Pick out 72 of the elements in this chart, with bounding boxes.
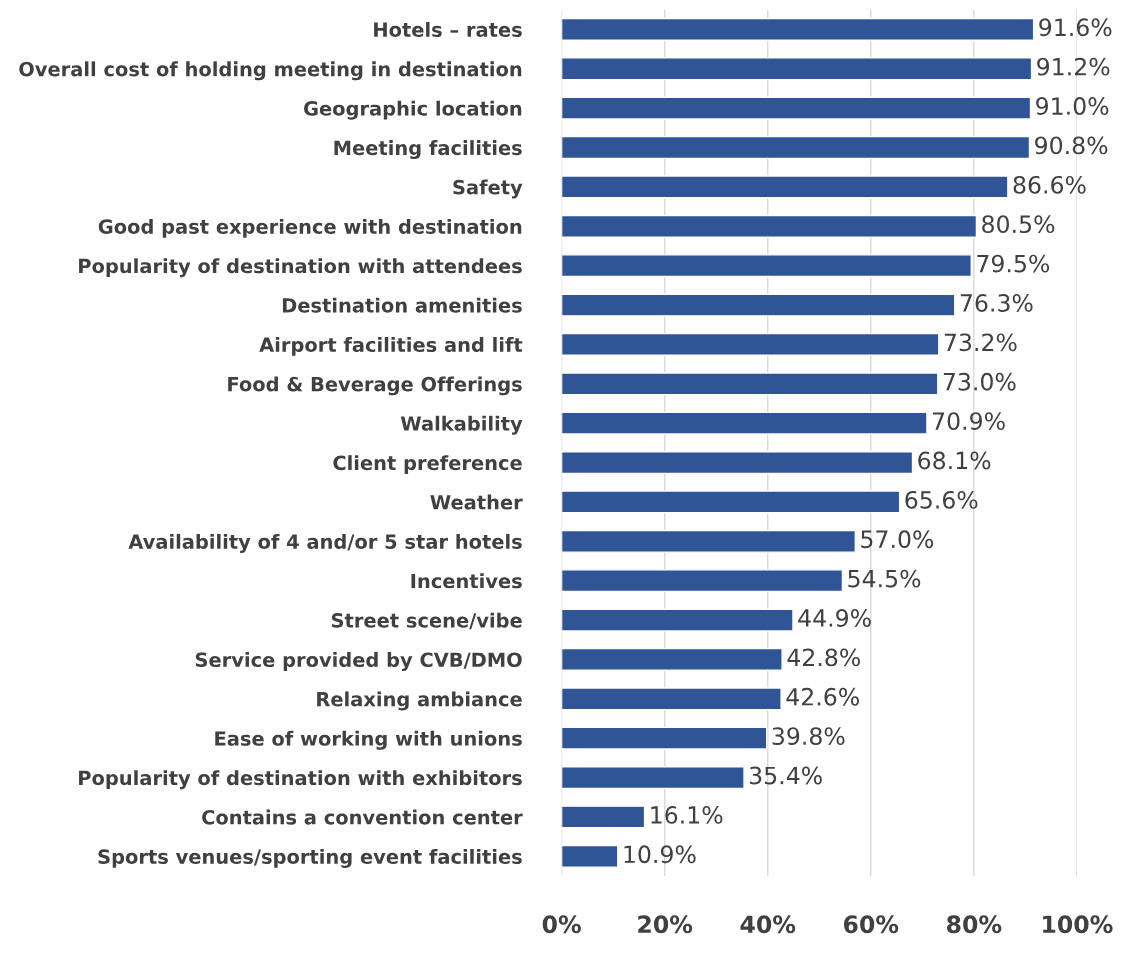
data-label: 90.8% — [1035, 136, 1108, 155]
y-tick-label: Geographic location — [304, 100, 522, 120]
data-label: 80.5% — [982, 215, 1055, 234]
data-label: 42.6% — [786, 687, 859, 706]
data-label: 68.1% — [918, 451, 991, 470]
bar — [561, 844, 619, 868]
data-label: 73.0% — [943, 372, 1016, 391]
data-label: 91.2% — [1037, 57, 1110, 76]
bar — [561, 96, 1032, 120]
data-label: 73.2% — [944, 333, 1017, 352]
y-tick-label: Food & Beverage Offerings — [228, 376, 522, 396]
bar — [561, 372, 939, 396]
bar — [561, 214, 978, 238]
data-label: 91.6% — [1039, 18, 1112, 37]
x-tick-label: 100% — [1043, 915, 1113, 934]
bar — [561, 569, 844, 593]
bar — [561, 17, 1035, 41]
data-label: 42.8% — [787, 648, 860, 667]
bar — [561, 529, 857, 553]
x-tick-label: 80% — [947, 915, 1002, 934]
bar — [561, 608, 794, 632]
y-tick-label: Meeting facilities — [334, 140, 522, 160]
y-tick-label: Safety — [453, 179, 523, 199]
y-tick-label: Popularity of destination with exhibitors — [79, 770, 522, 790]
x-tick-label: 0% — [542, 915, 581, 934]
y-tick-label: Walkability — [400, 415, 523, 435]
data-label: 44.9% — [798, 609, 871, 627]
bar — [561, 490, 901, 514]
y-tick-label: Destination amenities — [282, 297, 522, 313]
y-tick-label: Relaxing ambiance — [317, 691, 522, 711]
y-tick-label: Weather — [430, 494, 523, 510]
bar — [561, 805, 646, 829]
bar — [561, 647, 783, 671]
bar — [561, 175, 1009, 199]
y-tick-label: Service provided by CVB/DMO — [195, 652, 522, 672]
bar — [561, 766, 745, 790]
y-tick-label: Street scene/vibe — [331, 612, 522, 630]
x-tick-label: 40% — [740, 915, 796, 934]
data-label: 91.0% — [1036, 97, 1109, 115]
bar — [561, 57, 1033, 81]
data-label: 39.8% — [772, 727, 845, 746]
bar — [561, 293, 956, 317]
y-tick-label: Incentives — [411, 573, 522, 589]
bar — [561, 135, 1031, 160]
y-tick-label: Airport facilities and lift — [259, 337, 523, 356]
y-tick-label: Contains a convention center — [202, 809, 523, 825]
data-label: 54.5% — [848, 569, 921, 588]
y-tick-label: Hotels – rates — [374, 21, 522, 38]
data-label: 57.0% — [861, 530, 934, 549]
data-label: 79.5% — [977, 254, 1050, 273]
bar — [561, 411, 928, 435]
y-tick-label: Popularity of destination with attendees — [79, 258, 522, 278]
bar — [561, 254, 972, 278]
y-tick-label: Ease of working with unions — [215, 730, 522, 750]
bar — [561, 687, 782, 711]
data-label: 10.9% — [624, 845, 696, 864]
data-label: 65.6% — [905, 490, 978, 509]
y-tick-label: Good past experience with destination — [98, 218, 522, 238]
x-tick-label: 20% — [638, 915, 693, 934]
data-label: 70.9% — [933, 412, 1005, 431]
data-label: 35.4% — [749, 766, 822, 785]
y-tick-label: Sports venues/sporting event facilities — [98, 848, 522, 868]
y-tick-label: Overall cost of holding meeting in destination — [19, 61, 522, 81]
y-tick-label: Client preference — [333, 455, 522, 474]
bar — [561, 726, 768, 750]
bar — [561, 451, 914, 475]
x-tick-label: 60% — [843, 915, 899, 934]
bar — [561, 332, 940, 356]
data-label: 16.1% — [651, 805, 723, 824]
data-label: 76.3% — [960, 294, 1033, 312]
y-tick-label: Availability of 4 and/or 5 star hotels — [128, 533, 522, 553]
data-label: 86.6% — [1013, 175, 1086, 194]
